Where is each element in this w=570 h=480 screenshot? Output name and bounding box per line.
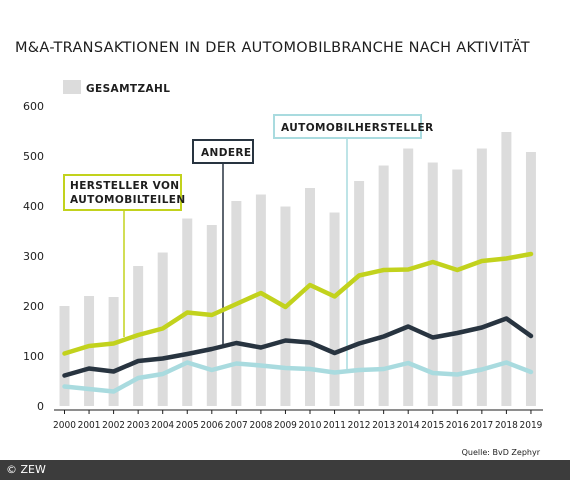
y-tick-label: 300 bbox=[23, 250, 44, 263]
x-tick-label: 2014 bbox=[397, 420, 420, 431]
x-tick-label: 2015 bbox=[421, 420, 444, 431]
x-tick-label: 2002 bbox=[102, 420, 125, 431]
y-axis: 0 100 200 300 400 500 600 bbox=[23, 100, 44, 413]
bar-2001 bbox=[84, 296, 95, 406]
legend-label-total: GESAMTZAHL bbox=[86, 83, 170, 95]
footer-bar: © ZEW bbox=[0, 460, 570, 480]
x-tick-label: 2009 bbox=[274, 420, 297, 431]
x-tick-label: 2006 bbox=[200, 420, 223, 431]
x-tick-label: 2016 bbox=[446, 420, 469, 431]
y-tick-label: 100 bbox=[23, 350, 44, 363]
callout-automobilteile: HERSTELLER VON AUTOMOBILTEILEN bbox=[63, 174, 186, 211]
bar-2008 bbox=[255, 194, 266, 406]
bar-2015 bbox=[427, 162, 438, 406]
source-note: Quelle: BvD Zephyr bbox=[462, 448, 541, 457]
y-tick-label: 600 bbox=[23, 100, 44, 113]
x-tick-label: 2010 bbox=[299, 420, 322, 431]
line-series bbox=[62, 251, 534, 394]
x-tick-label: 2003 bbox=[127, 420, 150, 431]
bar-2019 bbox=[525, 152, 536, 406]
y-tick-label: 400 bbox=[23, 200, 44, 213]
chart-title: M&A-TRANSAKTIONEN IN DER AUTOMOBILBRANCH… bbox=[15, 38, 530, 56]
bar-2010 bbox=[305, 188, 315, 406]
callout-automobilteile-line-2: AUTOMOBILTEILEN bbox=[70, 194, 186, 206]
bar-2013 bbox=[378, 165, 389, 406]
bar-2002 bbox=[108, 297, 119, 406]
line-automobilhersteller bbox=[62, 360, 534, 394]
x-tick-label: 2000 bbox=[53, 420, 76, 431]
line-andere bbox=[62, 316, 534, 378]
y-tick-label: 500 bbox=[23, 150, 44, 163]
callout-automobilhersteller-label: AUTOMOBILHERSTELLER bbox=[281, 122, 434, 134]
x-tick-label: 2007 bbox=[225, 420, 248, 431]
x-tick-label: 2019 bbox=[520, 420, 543, 431]
bar-2018 bbox=[501, 132, 512, 406]
bar-2000 bbox=[59, 306, 70, 406]
chart: M&A-TRANSAKTIONEN IN DER AUTOMOBILBRANCH… bbox=[15, 38, 543, 457]
x-tick-label: 2011 bbox=[323, 420, 346, 431]
bar-2012 bbox=[354, 181, 365, 406]
callout-automobilhersteller: AUTOMOBILHERSTELLER bbox=[273, 114, 434, 139]
line-hersteller-von-automobilteilen bbox=[62, 251, 534, 356]
bar-2011 bbox=[329, 212, 340, 406]
callout-andere: ANDERE bbox=[192, 139, 254, 164]
x-tick-label: 2013 bbox=[372, 420, 395, 431]
x-tick-label: 2001 bbox=[78, 420, 101, 431]
x-tick-label: 2012 bbox=[348, 420, 371, 431]
bar-2014 bbox=[403, 148, 414, 406]
x-tick-label: 2008 bbox=[249, 420, 272, 431]
y-tick-label: 200 bbox=[23, 300, 44, 313]
bar-2016 bbox=[452, 169, 463, 406]
x-tick-label: 2018 bbox=[495, 420, 518, 431]
callout-automobilteile-line-1: HERSTELLER VON bbox=[70, 180, 180, 192]
x-axis: 2000 2001 2002 2003 2004 2005 2006 2007 2008 2009… bbox=[53, 410, 543, 431]
x-tick-label: 2004 bbox=[151, 420, 174, 431]
copyright-label: © ZEW bbox=[6, 463, 46, 476]
x-tick-label: 2017 bbox=[470, 420, 493, 431]
series-callout-lines bbox=[123, 138, 348, 369]
y-tick-label: 0 bbox=[37, 400, 44, 413]
bar-2017 bbox=[476, 148, 487, 406]
callout-andere-label: ANDERE bbox=[201, 147, 251, 159]
legend-swatch-total bbox=[63, 80, 81, 94]
x-tick-label: 2005 bbox=[176, 420, 199, 431]
